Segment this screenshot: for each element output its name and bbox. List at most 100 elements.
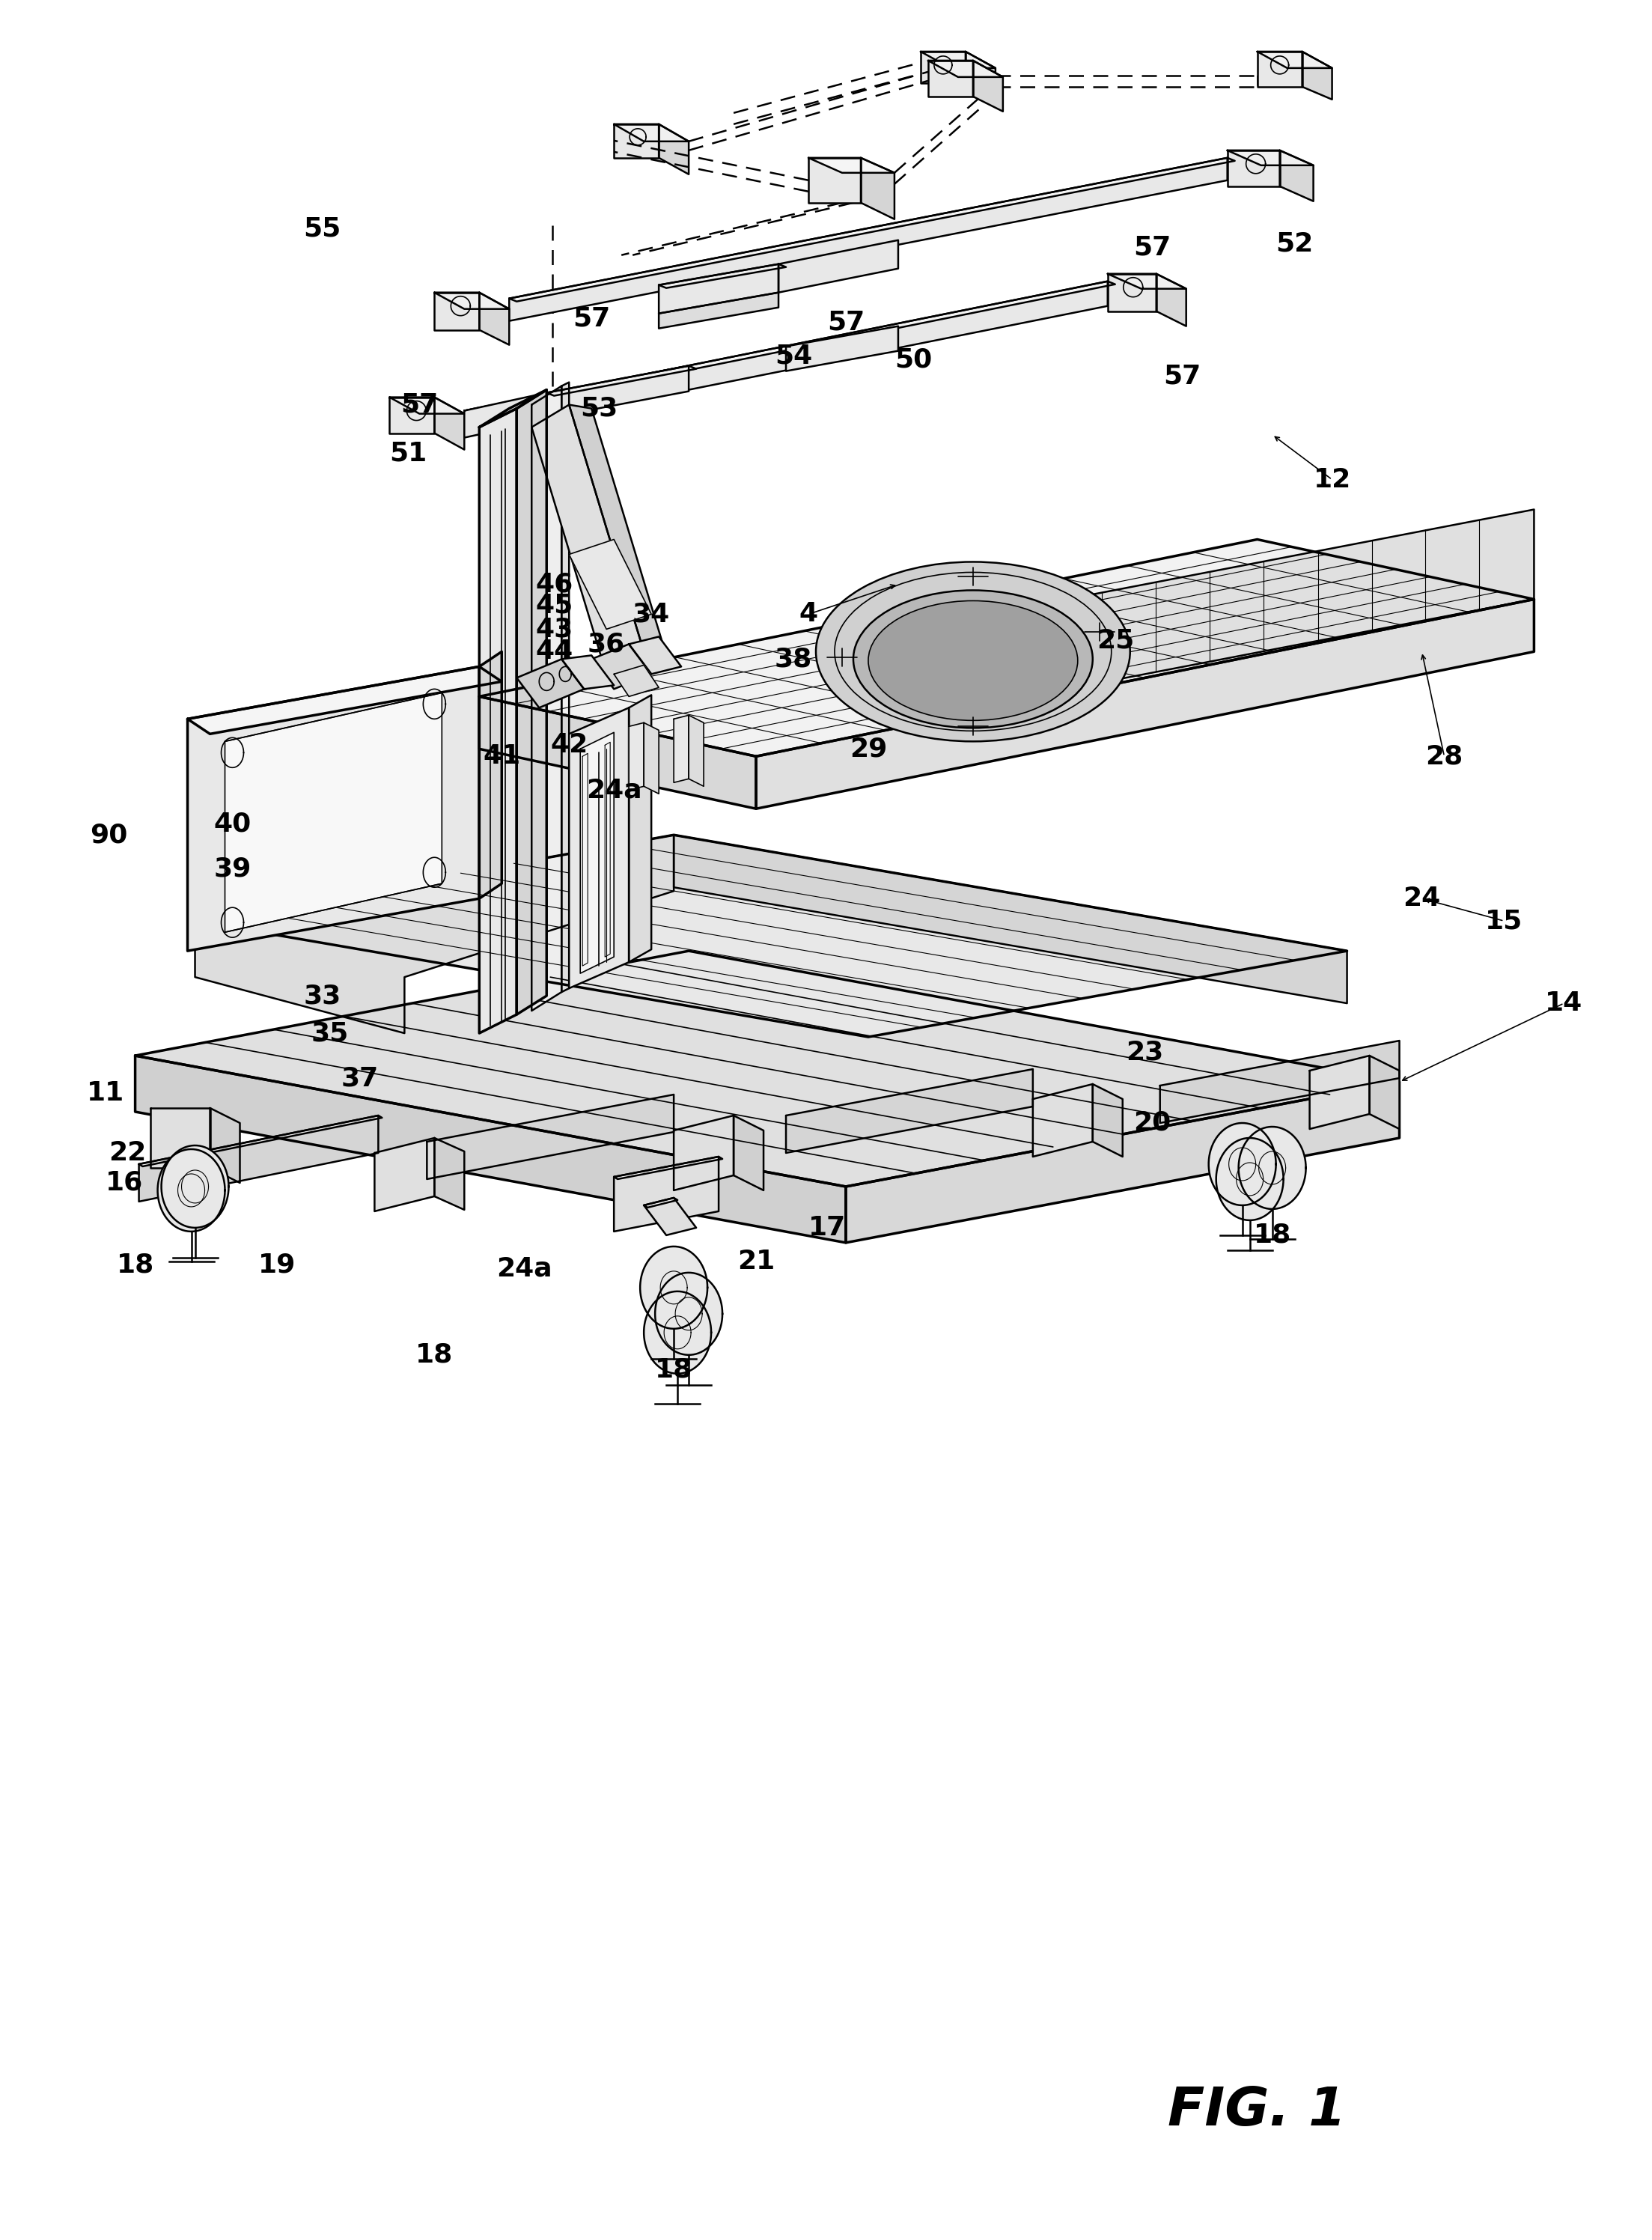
Polygon shape — [615, 1156, 719, 1232]
Polygon shape — [757, 600, 1535, 809]
Polygon shape — [615, 123, 689, 141]
Polygon shape — [1092, 1084, 1123, 1156]
Polygon shape — [464, 282, 1107, 435]
Text: 21: 21 — [737, 1248, 775, 1275]
Text: 19: 19 — [258, 1252, 296, 1277]
Polygon shape — [659, 264, 778, 314]
Polygon shape — [135, 1055, 846, 1243]
Polygon shape — [629, 694, 651, 963]
Polygon shape — [1107, 273, 1186, 289]
Text: 24: 24 — [1403, 885, 1441, 912]
Ellipse shape — [854, 591, 1092, 728]
Text: 20: 20 — [1133, 1111, 1171, 1136]
Polygon shape — [639, 1245, 707, 1328]
Text: 43: 43 — [535, 616, 573, 643]
Polygon shape — [920, 52, 996, 67]
Polygon shape — [139, 1116, 382, 1167]
Polygon shape — [568, 708, 629, 988]
Text: 37: 37 — [340, 1066, 378, 1091]
Polygon shape — [674, 1116, 733, 1189]
Polygon shape — [629, 724, 644, 791]
Polygon shape — [210, 1109, 240, 1183]
Text: 24a: 24a — [586, 777, 643, 802]
Polygon shape — [786, 327, 899, 372]
Polygon shape — [615, 1156, 722, 1178]
Text: 38: 38 — [775, 647, 813, 672]
Text: 46: 46 — [535, 571, 573, 598]
Text: 4: 4 — [800, 603, 818, 627]
Text: 28: 28 — [1426, 744, 1464, 768]
Polygon shape — [656, 1272, 722, 1355]
Polygon shape — [644, 1198, 677, 1207]
Polygon shape — [188, 668, 502, 735]
Polygon shape — [733, 1116, 763, 1189]
Polygon shape — [1239, 1127, 1305, 1210]
Polygon shape — [517, 659, 585, 708]
Polygon shape — [568, 405, 666, 656]
Text: 42: 42 — [550, 732, 588, 757]
Polygon shape — [139, 1116, 378, 1201]
Polygon shape — [674, 715, 689, 782]
Polygon shape — [1209, 1122, 1275, 1205]
Polygon shape — [973, 60, 1003, 112]
Polygon shape — [928, 60, 1003, 76]
Polygon shape — [1302, 52, 1332, 99]
Polygon shape — [562, 383, 568, 992]
Text: 18: 18 — [116, 1252, 154, 1277]
Polygon shape — [532, 385, 562, 1010]
Polygon shape — [195, 836, 674, 1033]
Polygon shape — [1216, 1138, 1284, 1221]
Polygon shape — [615, 123, 659, 157]
Polygon shape — [426, 1095, 674, 1178]
Polygon shape — [1156, 273, 1186, 327]
Polygon shape — [532, 405, 644, 674]
Text: 34: 34 — [633, 603, 671, 627]
Text: 33: 33 — [304, 983, 340, 1008]
Polygon shape — [225, 692, 441, 932]
Polygon shape — [928, 60, 973, 96]
Polygon shape — [1227, 150, 1313, 166]
Polygon shape — [659, 293, 778, 329]
Polygon shape — [659, 123, 689, 175]
Text: 57: 57 — [1133, 235, 1171, 260]
Text: 53: 53 — [580, 396, 618, 421]
Polygon shape — [965, 52, 996, 99]
Polygon shape — [479, 652, 502, 898]
Polygon shape — [150, 1109, 210, 1167]
Polygon shape — [1370, 1055, 1399, 1129]
Polygon shape — [547, 365, 689, 419]
Text: 57: 57 — [573, 307, 610, 332]
Polygon shape — [517, 390, 547, 1015]
Text: 51: 51 — [390, 441, 426, 466]
Polygon shape — [135, 952, 1399, 1187]
Polygon shape — [509, 157, 1227, 320]
Polygon shape — [629, 636, 681, 674]
Text: 14: 14 — [1545, 990, 1583, 1017]
Polygon shape — [390, 396, 434, 432]
Ellipse shape — [816, 562, 1130, 741]
Text: 24a: 24a — [496, 1257, 552, 1281]
Text: 15: 15 — [1485, 907, 1523, 934]
Text: 39: 39 — [213, 856, 251, 880]
Polygon shape — [1257, 52, 1332, 67]
Polygon shape — [568, 540, 651, 629]
Text: 36: 36 — [588, 632, 624, 656]
Polygon shape — [195, 836, 1346, 1037]
Text: 17: 17 — [808, 1214, 846, 1241]
Text: 25: 25 — [1097, 627, 1133, 654]
Polygon shape — [375, 1138, 434, 1212]
Polygon shape — [509, 157, 1234, 302]
Polygon shape — [1047, 508, 1535, 692]
Text: 18: 18 — [654, 1357, 692, 1382]
Polygon shape — [786, 1068, 1032, 1154]
Polygon shape — [1280, 150, 1313, 202]
Text: 90: 90 — [91, 822, 127, 847]
Polygon shape — [808, 157, 894, 172]
Polygon shape — [1227, 150, 1280, 186]
Polygon shape — [674, 836, 1346, 1004]
Text: 45: 45 — [535, 594, 573, 618]
Text: 41: 41 — [482, 744, 520, 768]
Polygon shape — [846, 1082, 1399, 1243]
Polygon shape — [434, 1138, 464, 1210]
Text: 54: 54 — [775, 343, 813, 370]
